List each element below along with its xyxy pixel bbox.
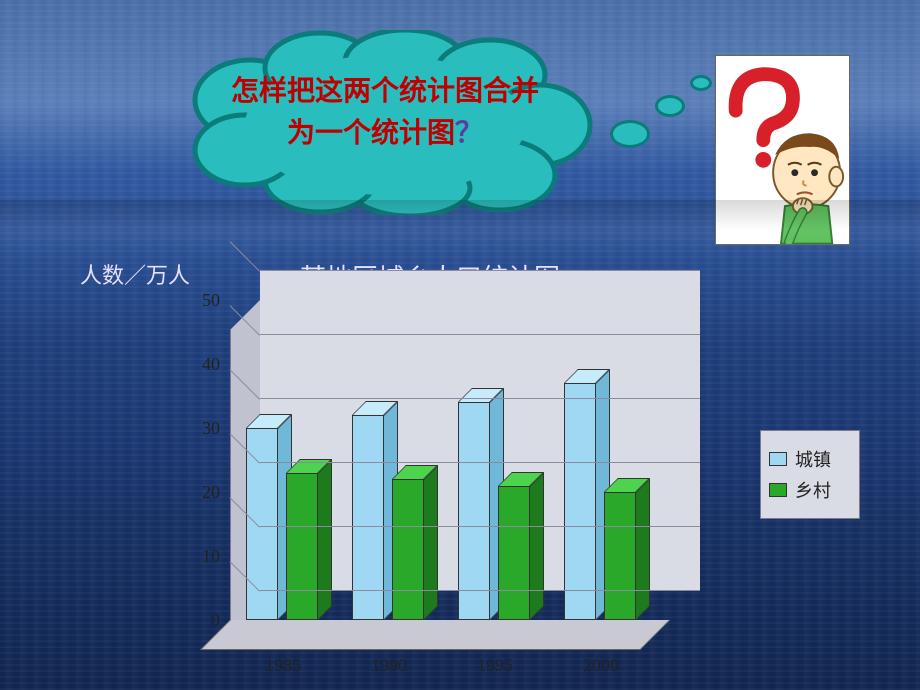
y-tick-label: 30	[165, 418, 220, 439]
gridline	[260, 462, 700, 463]
y-tick-label: 10	[165, 546, 220, 567]
x-tick-label: 2000	[556, 655, 646, 676]
population-bar-chart: 010203040501985199019952000	[170, 300, 750, 670]
bar-乡村	[286, 473, 318, 620]
gridline	[260, 270, 700, 271]
thought-question-text: 怎样把这两个统计图合并为一个统计图	[231, 75, 539, 148]
legend-item-rural: 乡村	[769, 477, 851, 503]
chart-legend: 城镇 乡村	[760, 430, 860, 519]
bar-乡村	[498, 486, 530, 620]
y-tick-label: 0	[165, 610, 220, 631]
gridline	[260, 398, 700, 399]
legend-item-urban: 城镇	[769, 446, 851, 472]
legend-label-urban: 城镇	[795, 446, 831, 472]
x-tick-label: 1990	[344, 655, 434, 676]
bar-城镇	[458, 402, 490, 620]
bar-乡村	[392, 479, 424, 620]
thought-dot-1	[610, 120, 650, 148]
bar-乡村	[604, 492, 636, 620]
legend-swatch-urban	[769, 452, 787, 466]
thought-bubble: 怎样把这两个统计图合并为一个统计图？	[170, 30, 600, 215]
bar-城镇	[564, 383, 596, 620]
bar-城镇	[246, 428, 278, 620]
gridline	[260, 590, 700, 591]
thought-dot-3	[690, 75, 712, 91]
y-tick-label: 50	[165, 290, 220, 311]
thinking-boy-illustration	[715, 55, 850, 245]
gridline	[260, 334, 700, 335]
gridline	[260, 526, 700, 527]
y-tick-label: 20	[165, 482, 220, 503]
x-tick-label: 1985	[238, 655, 328, 676]
chart-plot-area	[230, 300, 670, 620]
chart-floor	[200, 620, 670, 650]
legend-label-rural: 乡村	[795, 477, 831, 503]
y-tick-label: 40	[165, 354, 220, 375]
legend-swatch-rural	[769, 483, 787, 497]
x-tick-label: 1995	[450, 655, 540, 676]
thought-dot-2	[655, 95, 685, 117]
y-axis-unit-label: 人数／万人	[80, 258, 190, 290]
thought-question-mark: ？	[455, 117, 483, 148]
thought-text: 怎样把这两个统计图合并为一个统计图？	[220, 70, 550, 154]
